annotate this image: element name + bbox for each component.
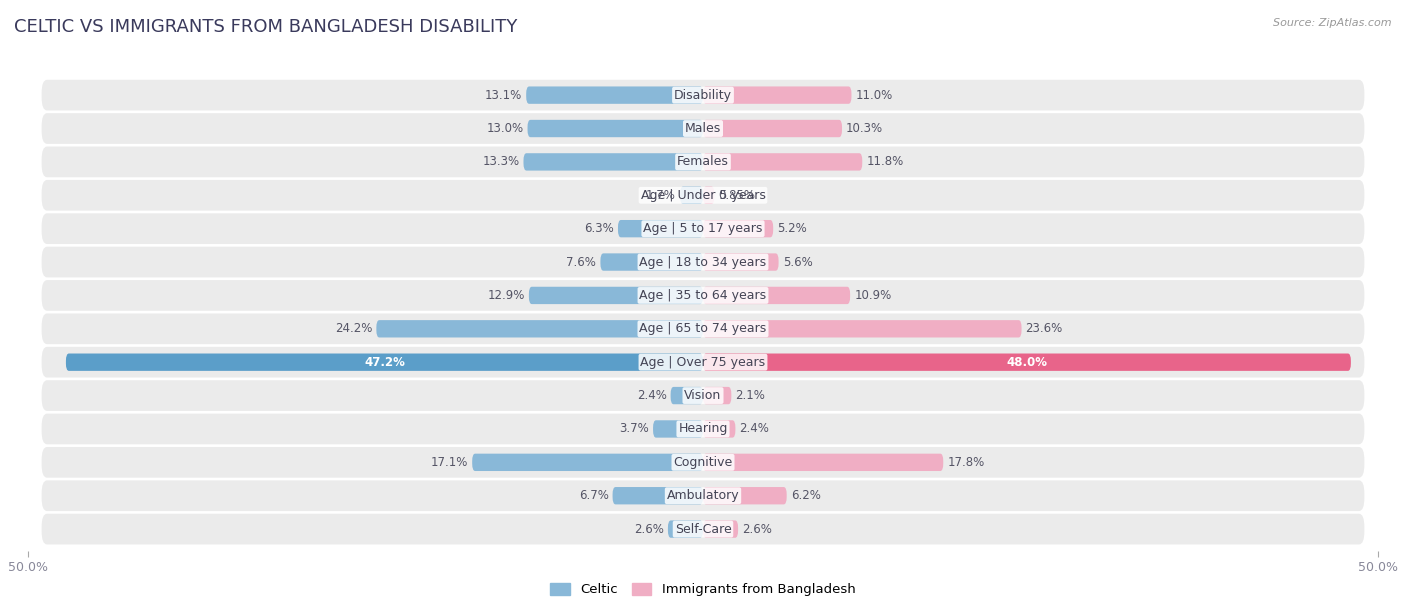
FancyBboxPatch shape (671, 387, 703, 405)
FancyBboxPatch shape (42, 347, 1364, 378)
Text: 6.7%: 6.7% (579, 489, 609, 502)
Text: Source: ZipAtlas.com: Source: ZipAtlas.com (1274, 18, 1392, 28)
Text: Disability: Disability (673, 89, 733, 102)
FancyBboxPatch shape (42, 80, 1364, 111)
FancyBboxPatch shape (652, 420, 703, 438)
FancyBboxPatch shape (42, 480, 1364, 511)
Text: 17.8%: 17.8% (948, 456, 984, 469)
FancyBboxPatch shape (527, 120, 703, 137)
Text: Self-Care: Self-Care (675, 523, 731, 536)
Text: 17.1%: 17.1% (430, 456, 468, 469)
FancyBboxPatch shape (529, 287, 703, 304)
FancyBboxPatch shape (703, 86, 852, 104)
FancyBboxPatch shape (703, 420, 735, 438)
FancyBboxPatch shape (703, 287, 851, 304)
FancyBboxPatch shape (42, 414, 1364, 444)
Text: 24.2%: 24.2% (335, 323, 373, 335)
Text: 2.1%: 2.1% (735, 389, 765, 402)
Text: 23.6%: 23.6% (1025, 323, 1063, 335)
FancyBboxPatch shape (600, 253, 703, 271)
Text: CELTIC VS IMMIGRANTS FROM BANGLADESH DISABILITY: CELTIC VS IMMIGRANTS FROM BANGLADESH DIS… (14, 18, 517, 36)
FancyBboxPatch shape (703, 220, 773, 237)
FancyBboxPatch shape (42, 146, 1364, 177)
Text: 5.6%: 5.6% (783, 256, 813, 269)
Text: 2.6%: 2.6% (742, 523, 772, 536)
Text: 11.0%: 11.0% (855, 89, 893, 102)
Text: 2.6%: 2.6% (634, 523, 664, 536)
Text: 1.7%: 1.7% (647, 188, 676, 202)
Text: 12.9%: 12.9% (488, 289, 524, 302)
Text: Age | 65 to 74 years: Age | 65 to 74 years (640, 323, 766, 335)
FancyBboxPatch shape (613, 487, 703, 504)
Text: Age | 5 to 17 years: Age | 5 to 17 years (644, 222, 762, 235)
Text: Ambulatory: Ambulatory (666, 489, 740, 502)
Text: 13.3%: 13.3% (482, 155, 519, 168)
FancyBboxPatch shape (472, 453, 703, 471)
FancyBboxPatch shape (42, 513, 1364, 545)
Text: 11.8%: 11.8% (866, 155, 904, 168)
FancyBboxPatch shape (42, 247, 1364, 277)
FancyBboxPatch shape (42, 113, 1364, 144)
FancyBboxPatch shape (703, 253, 779, 271)
Text: Females: Females (678, 155, 728, 168)
Text: 3.7%: 3.7% (619, 422, 650, 436)
Text: 47.2%: 47.2% (364, 356, 405, 368)
Text: 6.3%: 6.3% (583, 222, 614, 235)
FancyBboxPatch shape (42, 447, 1364, 478)
FancyBboxPatch shape (703, 153, 862, 171)
Text: Hearing: Hearing (678, 422, 728, 436)
Text: 6.2%: 6.2% (790, 489, 821, 502)
FancyBboxPatch shape (619, 220, 703, 237)
FancyBboxPatch shape (703, 320, 1022, 337)
Text: 13.1%: 13.1% (485, 89, 522, 102)
Text: 10.9%: 10.9% (855, 289, 891, 302)
FancyBboxPatch shape (42, 214, 1364, 244)
Text: 5.2%: 5.2% (778, 222, 807, 235)
Text: Cognitive: Cognitive (673, 456, 733, 469)
Text: Age | Under 5 years: Age | Under 5 years (641, 188, 765, 202)
FancyBboxPatch shape (703, 453, 943, 471)
FancyBboxPatch shape (703, 187, 714, 204)
Text: Age | 18 to 34 years: Age | 18 to 34 years (640, 256, 766, 269)
Text: 10.3%: 10.3% (846, 122, 883, 135)
FancyBboxPatch shape (42, 180, 1364, 211)
Text: 0.85%: 0.85% (718, 188, 755, 202)
Legend: Celtic, Immigrants from Bangladesh: Celtic, Immigrants from Bangladesh (546, 578, 860, 602)
FancyBboxPatch shape (703, 520, 738, 538)
Text: Vision: Vision (685, 389, 721, 402)
FancyBboxPatch shape (377, 320, 703, 337)
Text: 2.4%: 2.4% (740, 422, 769, 436)
Text: 7.6%: 7.6% (567, 256, 596, 269)
Text: 48.0%: 48.0% (1007, 356, 1047, 368)
FancyBboxPatch shape (703, 487, 787, 504)
FancyBboxPatch shape (523, 153, 703, 171)
FancyBboxPatch shape (703, 387, 731, 405)
FancyBboxPatch shape (526, 86, 703, 104)
Text: Age | Over 75 years: Age | Over 75 years (641, 356, 765, 368)
FancyBboxPatch shape (42, 380, 1364, 411)
FancyBboxPatch shape (42, 280, 1364, 311)
FancyBboxPatch shape (42, 313, 1364, 344)
FancyBboxPatch shape (668, 520, 703, 538)
FancyBboxPatch shape (66, 354, 703, 371)
Text: 13.0%: 13.0% (486, 122, 523, 135)
FancyBboxPatch shape (681, 187, 703, 204)
Text: 2.4%: 2.4% (637, 389, 666, 402)
FancyBboxPatch shape (703, 120, 842, 137)
Text: Age | 35 to 64 years: Age | 35 to 64 years (640, 289, 766, 302)
FancyBboxPatch shape (703, 354, 1351, 371)
Text: Males: Males (685, 122, 721, 135)
